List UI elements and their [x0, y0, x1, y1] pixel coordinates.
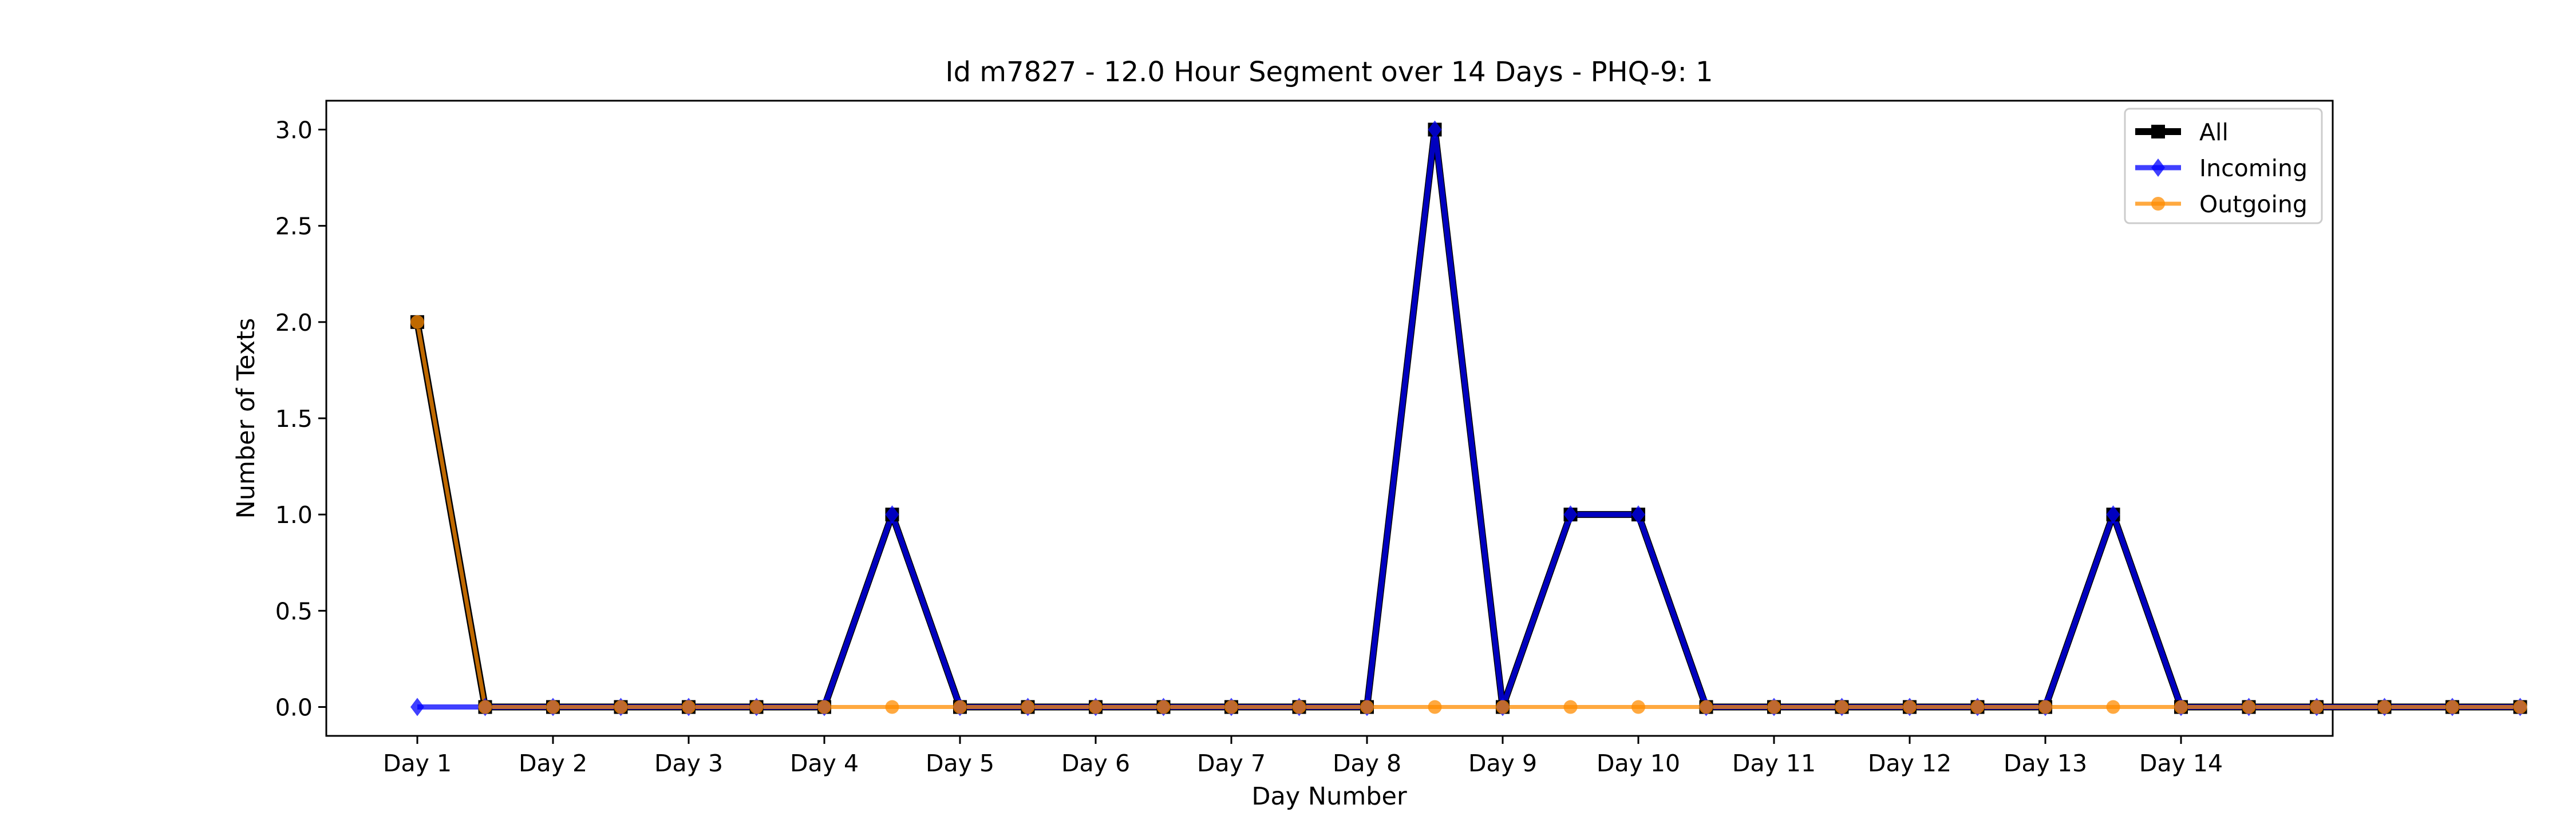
data-point-outgoing [2174, 700, 2188, 714]
x-tick-label: Day 14 [2139, 750, 2223, 777]
data-point-incoming [1563, 505, 1578, 524]
data-point-outgoing [1089, 700, 1103, 714]
x-tick-label: Day 11 [1732, 750, 1816, 777]
data-point-outgoing [953, 700, 967, 714]
y-tick-label: 0.0 [275, 694, 313, 722]
data-point-outgoing [1835, 700, 1849, 714]
x-tick-label: Day 5 [926, 750, 994, 777]
plot-area [325, 100, 2334, 737]
x-axis-label: Day Number [1251, 782, 1407, 811]
x-tick-label: Day 12 [1868, 750, 1951, 777]
data-point-outgoing [2106, 700, 2120, 714]
x-tick-label: Day 7 [1197, 750, 1266, 777]
data-point-outgoing [546, 700, 560, 714]
legend-marker-incoming [2151, 159, 2165, 177]
y-tick-label: 3.0 [275, 116, 313, 144]
data-point-outgoing [749, 700, 764, 714]
x-tick-label: Day 10 [1597, 750, 1680, 777]
data-point-outgoing [2242, 700, 2256, 714]
data-point-outgoing [1970, 700, 1985, 714]
data-point-outgoing [1903, 700, 1917, 714]
x-tick-label: Day 2 [519, 750, 587, 777]
data-point-outgoing [1021, 700, 1035, 714]
legend-label-outgoing: Outgoing [2199, 191, 2308, 218]
x-axis: Day 1 Day 2 Day 3 Day 4 Day 5 Day 6 Day 7 Day 8… [383, 736, 2223, 777]
data-point-outgoing [682, 700, 696, 714]
x-tick-label: Day 3 [654, 750, 723, 777]
x-tick-label: Day 4 [790, 750, 859, 777]
x-tick-label: Day 13 [2004, 750, 2087, 777]
y-axis: 0.0 0.5 1.0 1.5 2.0 2.5 3.0 [275, 116, 326, 722]
legend-label-incoming: Incoming [2199, 154, 2308, 182]
data-point-outgoing [2310, 700, 2324, 714]
legend: All Incoming Outgoing [2124, 108, 2323, 224]
data-point-outgoing [1292, 700, 1306, 714]
series-markers [410, 120, 2527, 716]
data-point-incoming [1428, 120, 1442, 139]
y-axis-label: Number of Texts [232, 318, 260, 519]
y-tick-label: 1.0 [275, 501, 313, 529]
y-tick-label: 2.5 [275, 213, 313, 240]
data-point-incoming [410, 698, 424, 716]
data-point-incoming [885, 505, 899, 524]
legend-marker-outgoing [2151, 197, 2165, 211]
data-point-outgoing [2513, 700, 2527, 714]
data-point-outgoing [885, 700, 899, 714]
data-point-outgoing [1767, 700, 1781, 714]
data-point-outgoing [1496, 700, 1510, 714]
data-point-outgoing [2038, 700, 2052, 714]
data-point-incoming [1631, 505, 1645, 524]
data-point-outgoing [1224, 700, 1238, 714]
data-point-outgoing [1563, 700, 1578, 714]
data-point-outgoing [1428, 700, 1442, 714]
data-point-outgoing [1631, 700, 1645, 714]
legend-label-all: All [2199, 118, 2229, 146]
data-point-outgoing [817, 700, 831, 714]
series-lines [414, 126, 2520, 711]
data-point-outgoing [1699, 700, 1713, 714]
x-tick-label: Day 9 [1468, 750, 1537, 777]
data-point-outgoing [410, 315, 424, 329]
data-point-outgoing [478, 700, 492, 714]
data-point-outgoing [1360, 700, 1374, 714]
data-point-outgoing [614, 700, 628, 714]
data-point-outgoing [1156, 700, 1171, 714]
x-tick-label: Day 1 [383, 750, 452, 777]
x-tick-label: Day 6 [1061, 750, 1130, 777]
x-tick-label: Day 8 [1333, 750, 1401, 777]
data-point-outgoing [2377, 700, 2392, 714]
legend-marker-all [2151, 125, 2165, 138]
series-line-outgoing [415, 322, 2520, 710]
data-point-outgoing [2445, 700, 2459, 714]
y-tick-label: 1.5 [275, 405, 313, 433]
y-tick-label: 2.0 [275, 309, 313, 336]
legend-box [2124, 108, 2323, 224]
chart-title: Id m7827 - 12.0 Hour Segment over 14 Day… [945, 56, 1713, 88]
data-point-incoming [2106, 505, 2120, 524]
y-tick-label: 0.5 [275, 597, 313, 625]
